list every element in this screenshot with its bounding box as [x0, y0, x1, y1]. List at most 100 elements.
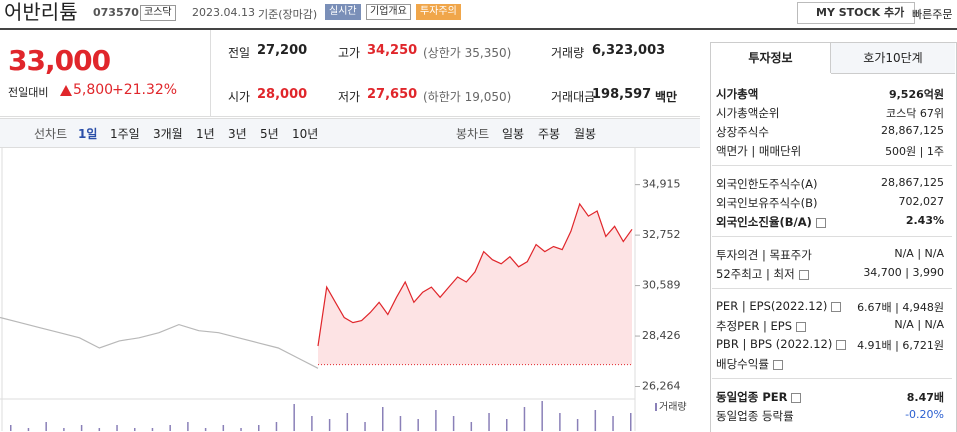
- volume-bar: [417, 419, 419, 431]
- volume-bar: [470, 422, 473, 431]
- info-label: 동일업종 등락률: [716, 409, 794, 423]
- info-label: 시가총액: [716, 87, 759, 101]
- volume-bar: [116, 425, 118, 431]
- period-tab[interactable]: 3개월: [153, 127, 183, 141]
- period-tab[interactable]: 1일: [78, 127, 98, 141]
- info-value: 34,700 | 3,990: [863, 266, 944, 279]
- stat-value: 6,323,003: [592, 43, 666, 58]
- stat-label: 고가: [338, 46, 361, 60]
- candle-tab[interactable]: 월봉: [574, 127, 597, 141]
- help-icon[interactable]: [831, 301, 842, 312]
- mystock-button[interactable]: MY STOCK 추가: [797, 2, 916, 24]
- info-value: 4.91배 | 6,721원: [857, 339, 944, 352]
- info-label: PBR | BPS (2022.12): [716, 337, 847, 351]
- volume-bar: [399, 416, 402, 431]
- info-label: 배당수익률: [716, 356, 783, 372]
- info-value: N/A | N/A: [894, 247, 944, 260]
- period-tab[interactable]: 10년: [292, 127, 319, 141]
- info-value: -0.20%: [905, 408, 944, 421]
- help-icon[interactable]: [798, 269, 809, 280]
- header-badge[interactable]: 기업개요: [366, 4, 411, 20]
- info-value: 코스닥 67위: [886, 107, 944, 120]
- y-tick-label: 32,752: [642, 228, 681, 241]
- volume-bar: [293, 404, 295, 431]
- period-tab[interactable]: 1년: [196, 127, 215, 141]
- volume-bar: [435, 410, 437, 431]
- volume-bar: [523, 407, 526, 431]
- info-label: 동일업종 PER: [716, 389, 802, 405]
- info-label: 52주최고 | 최저: [716, 266, 809, 282]
- volume-bar: [80, 425, 83, 431]
- stat-note: (하한가 19,050): [423, 90, 512, 104]
- stat-label: 거래량: [551, 46, 585, 60]
- divider: [210, 30, 211, 116]
- volume-bar: [364, 422, 366, 431]
- base-note: 기준(장마감): [258, 8, 318, 21]
- info-label: 액면가 | 매매단위: [716, 144, 802, 158]
- volume-bar: [275, 422, 278, 431]
- help-icon[interactable]: [815, 217, 826, 228]
- volume-bar: [134, 428, 136, 431]
- volume-bar: [594, 410, 597, 431]
- period-tab[interactable]: 5년: [260, 127, 279, 141]
- y-tick-label: 28,426: [642, 329, 681, 342]
- info-value: 8.47배: [906, 391, 944, 404]
- volume-bar: [169, 425, 171, 431]
- candle-chart-label: 봉차트: [456, 127, 490, 141]
- volume-bar: [187, 422, 189, 431]
- line-chart-label: 선차트: [34, 127, 68, 141]
- info-value: 9,526억원: [888, 88, 944, 101]
- panel-tab[interactable]: 호가10단계: [831, 43, 955, 74]
- candle-tab[interactable]: 주봉: [538, 127, 561, 141]
- stat-value: 198,597: [592, 87, 652, 102]
- stat-value: 34,250: [367, 43, 418, 58]
- info-label: PER | EPS(2022.12): [716, 299, 842, 313]
- volume-bar: [382, 407, 384, 431]
- volume-bar: [630, 413, 632, 431]
- info-value: 28,867,125: [881, 176, 944, 189]
- volume-bar: [612, 416, 614, 431]
- info-label: 외국인한도주식수(A): [716, 177, 818, 191]
- period-tab[interactable]: 3년: [228, 127, 247, 141]
- info-value: 500원 | 1주: [885, 145, 944, 158]
- price-line: [317, 202, 633, 347]
- y-tick-label: 30,589: [642, 279, 681, 292]
- period-tab[interactable]: 1주일: [110, 127, 140, 141]
- volume-bar: [559, 413, 561, 431]
- stock-code: 073570: [93, 6, 139, 19]
- stat-unit: 백만: [655, 90, 678, 104]
- area-fill: [318, 203, 632, 365]
- stat-label: 저가: [338, 90, 361, 104]
- volume-bar: [151, 428, 154, 431]
- group-divider: [712, 165, 952, 166]
- change-label: 전일대비: [8, 86, 49, 99]
- header-badge[interactable]: 투자주의: [416, 4, 461, 20]
- group-divider: [712, 236, 952, 237]
- current-price: 33,000: [8, 44, 111, 77]
- help-icon[interactable]: [796, 321, 807, 332]
- group-divider: [712, 288, 952, 289]
- info-value: 2.43%: [905, 214, 944, 227]
- help-icon[interactable]: [836, 339, 847, 350]
- help-icon[interactable]: [772, 359, 783, 370]
- help-icon[interactable]: [791, 392, 802, 403]
- market-badge: 코스닥: [140, 5, 176, 21]
- quick-order[interactable]: 빠른주문: [912, 8, 953, 21]
- stat-label: 거래대금: [551, 90, 596, 104]
- header-badge[interactable]: 실시간: [325, 4, 361, 20]
- volume-bar: [204, 428, 207, 431]
- candle-tab[interactable]: 일봉: [502, 127, 525, 141]
- base-date: 2023.04.13: [192, 6, 255, 19]
- volume-bar: [240, 428, 242, 431]
- info-label: 투자의견 | 목표주가: [716, 248, 812, 262]
- info-label: 외국인보유주식수(B): [716, 196, 818, 210]
- panel-tab[interactable]: 투자정보: [711, 43, 831, 73]
- volume-bar: [258, 425, 260, 431]
- volume-bar: [452, 416, 455, 431]
- change-amount: 5,800: [73, 82, 114, 98]
- info-value: 702,027: [898, 195, 945, 208]
- volume-legend-swatch: [655, 403, 657, 411]
- stat-label: 시가: [228, 90, 251, 104]
- info-label: 외국인소진율(B/A): [716, 214, 826, 230]
